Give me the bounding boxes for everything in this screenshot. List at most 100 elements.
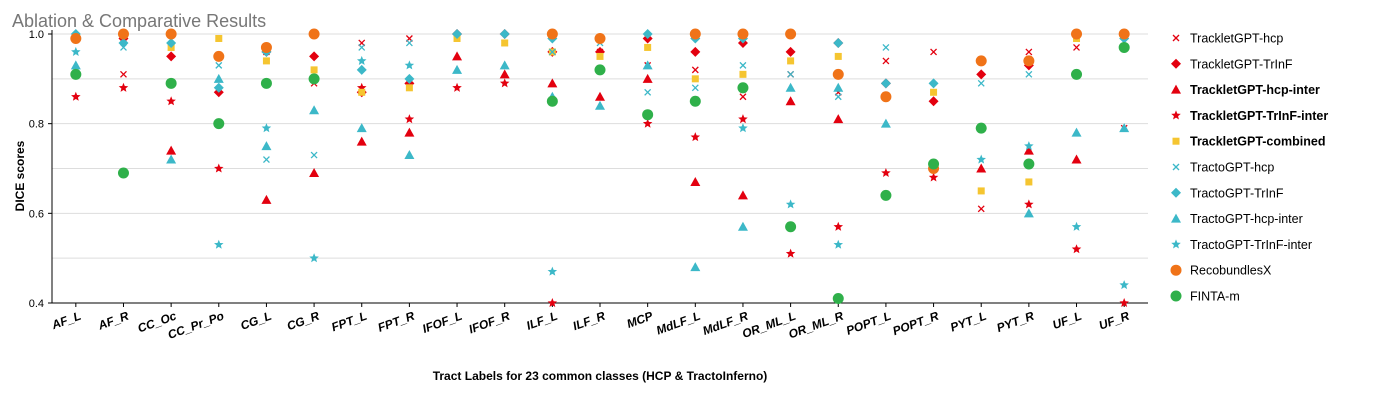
data-point	[737, 221, 748, 231]
data-point	[880, 78, 891, 89]
data-point	[452, 29, 463, 39]
data-point	[261, 141, 272, 151]
data-point	[691, 66, 699, 74]
data-point	[1071, 127, 1082, 137]
data-point	[70, 60, 81, 70]
x-axis-label: Tract Labels for 23 common classes (HCP …	[433, 369, 768, 383]
data-point	[1071, 244, 1082, 254]
data-point	[405, 84, 413, 92]
data-point	[547, 298, 558, 308]
x-tick-label: MdLF_L	[654, 309, 702, 338]
data-point	[117, 167, 129, 179]
x-tick-label: MCP	[625, 308, 656, 331]
data-point	[739, 61, 747, 69]
legend-marker	[1171, 84, 1181, 94]
data-point	[1025, 70, 1033, 78]
x-tick-label: ILF_R	[571, 309, 607, 334]
data-point	[404, 73, 415, 84]
data-point	[452, 82, 462, 92]
data-point	[1118, 28, 1130, 40]
legend: TrackletGPT-hcp TrackletGPT-TrInF Tracklet…	[1170, 32, 1328, 304]
data-point	[834, 52, 842, 60]
data-point	[547, 78, 558, 88]
data-point	[642, 29, 653, 39]
data-point	[928, 96, 939, 107]
data-point	[308, 28, 320, 40]
x-tick-label: FPT_L	[330, 309, 369, 335]
data-point	[595, 91, 605, 101]
legend-label: TrackletGPT-combined	[1190, 135, 1325, 149]
y-tick-label: 0.4	[29, 298, 44, 310]
data-point	[785, 248, 796, 258]
data-point	[214, 239, 224, 249]
data-point	[71, 91, 81, 101]
data-point	[930, 88, 938, 96]
x-tick-label: UF_L	[1051, 309, 1084, 332]
data-point	[260, 41, 272, 53]
data-point	[1073, 43, 1080, 51]
data-point	[834, 93, 842, 101]
y-axis-label: DICE scores	[13, 140, 27, 211]
x-tick-label: FPT_R	[376, 309, 417, 335]
data-point	[928, 78, 939, 89]
data-point	[832, 68, 844, 80]
x-tick-label: PYT_L	[948, 309, 988, 335]
legend-item: TractoGPT-TrInF-inter	[1171, 238, 1312, 252]
data-point	[117, 28, 129, 40]
x-tick-label: UF_R	[1097, 309, 1132, 333]
data-point	[595, 100, 605, 110]
data-point	[787, 57, 795, 65]
data-point	[644, 43, 652, 51]
data-point	[882, 57, 890, 65]
legend-marker	[1172, 34, 1180, 42]
data-point	[739, 93, 747, 101]
data-point	[737, 82, 749, 94]
data-point	[691, 75, 699, 83]
legend-marker	[1171, 58, 1181, 69]
series-tractogpt-hcp	[120, 39, 1033, 163]
data-point	[358, 88, 366, 96]
data-point	[785, 96, 796, 106]
data-point	[501, 39, 509, 47]
data-point	[882, 43, 890, 51]
data-point	[308, 73, 320, 85]
legend-item: TrackletGPT-combined	[1172, 135, 1325, 149]
data-point	[165, 28, 177, 40]
legend-item: TrackletGPT-TrInF	[1171, 57, 1293, 71]
data-point	[452, 64, 463, 74]
data-point	[546, 95, 558, 107]
x-tick-label: AF_R	[95, 309, 130, 333]
x-tick-label: POPT_L	[844, 309, 893, 338]
data-point	[546, 28, 558, 40]
gridlines	[52, 33, 1148, 304]
data-point	[166, 37, 177, 48]
data-point	[215, 61, 223, 69]
series-finta-m	[70, 41, 1130, 305]
x-tick-label: ILF_L	[525, 309, 560, 333]
data-point	[166, 51, 177, 62]
x-tick-label: OR_ML_R	[787, 309, 846, 342]
data-point	[118, 37, 129, 48]
data-point	[930, 48, 938, 56]
data-point	[642, 60, 653, 70]
data-point	[213, 118, 225, 130]
data-point	[690, 132, 701, 142]
series-trackletgpt-combined	[167, 34, 1081, 195]
x-tick-label: IFOF_L	[420, 309, 464, 336]
data-point	[975, 122, 987, 134]
data-point	[356, 55, 367, 65]
legend-marker	[1171, 239, 1181, 249]
legend-label: TractoGPT-TrInF	[1190, 186, 1284, 200]
legend-label: FINTA-m	[1190, 290, 1240, 304]
data-point	[832, 293, 844, 305]
data-point	[548, 48, 556, 56]
data-point	[547, 266, 558, 276]
legend-item: RecobundlesX	[1170, 264, 1272, 278]
data-point	[976, 154, 986, 164]
data-point	[1023, 55, 1035, 67]
data-point	[404, 60, 415, 70]
data-point	[499, 29, 510, 39]
data-point	[261, 194, 272, 204]
y-tick-label: 0.6	[29, 208, 44, 220]
data-point	[644, 88, 652, 96]
